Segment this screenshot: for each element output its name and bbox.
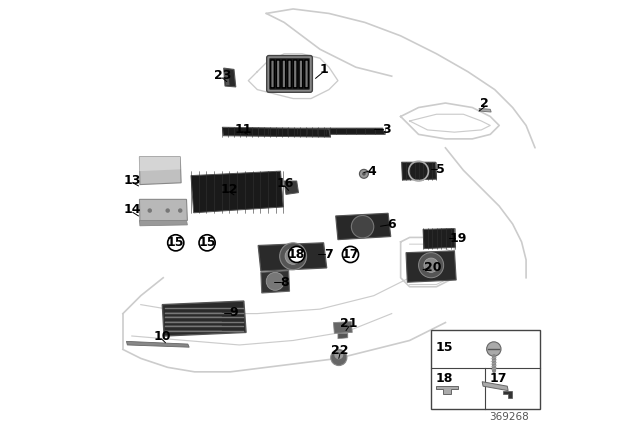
Text: 1: 1 <box>319 63 328 76</box>
Polygon shape <box>333 322 352 333</box>
Circle shape <box>360 169 369 178</box>
Text: 3: 3 <box>382 122 390 136</box>
Text: 10: 10 <box>154 330 171 344</box>
Text: 17: 17 <box>490 372 508 385</box>
Polygon shape <box>248 128 385 134</box>
FancyBboxPatch shape <box>269 58 310 90</box>
Text: 23: 23 <box>214 69 231 82</box>
Polygon shape <box>224 68 236 87</box>
Polygon shape <box>336 213 391 240</box>
Polygon shape <box>225 69 230 85</box>
Text: 19: 19 <box>449 232 467 245</box>
Text: 12: 12 <box>221 182 238 196</box>
Circle shape <box>168 235 184 251</box>
Polygon shape <box>338 333 348 339</box>
Polygon shape <box>423 228 455 249</box>
Circle shape <box>165 208 170 213</box>
Circle shape <box>351 215 374 238</box>
Text: 11: 11 <box>234 122 252 136</box>
Text: 17: 17 <box>342 248 359 261</box>
FancyBboxPatch shape <box>293 60 297 88</box>
Polygon shape <box>479 108 491 112</box>
Circle shape <box>280 243 307 270</box>
Text: 16: 16 <box>276 177 294 190</box>
Text: 4: 4 <box>367 164 376 178</box>
Polygon shape <box>482 382 508 391</box>
Text: 8: 8 <box>280 276 289 289</box>
FancyBboxPatch shape <box>299 60 303 88</box>
Text: 18: 18 <box>288 248 305 261</box>
Circle shape <box>285 248 301 264</box>
Text: 15: 15 <box>436 341 453 354</box>
Text: 9: 9 <box>230 306 238 319</box>
Circle shape <box>199 235 215 251</box>
Circle shape <box>334 350 343 359</box>
FancyBboxPatch shape <box>267 56 312 92</box>
Text: 15: 15 <box>167 236 184 250</box>
Polygon shape <box>191 171 284 213</box>
Polygon shape <box>140 220 188 226</box>
Polygon shape <box>284 181 298 194</box>
Polygon shape <box>222 127 330 137</box>
FancyBboxPatch shape <box>431 330 540 409</box>
Polygon shape <box>127 341 189 347</box>
Polygon shape <box>140 157 181 185</box>
FancyBboxPatch shape <box>282 60 285 88</box>
Polygon shape <box>401 162 436 180</box>
Text: 13: 13 <box>124 173 141 187</box>
Text: 20: 20 <box>424 261 442 275</box>
Text: 7: 7 <box>324 248 332 261</box>
Polygon shape <box>261 271 289 293</box>
Polygon shape <box>258 243 327 271</box>
Circle shape <box>424 258 438 272</box>
FancyBboxPatch shape <box>276 60 280 88</box>
Polygon shape <box>140 157 180 171</box>
Circle shape <box>178 208 182 213</box>
FancyBboxPatch shape <box>288 60 291 88</box>
Text: 14: 14 <box>124 203 141 216</box>
Polygon shape <box>140 199 188 222</box>
Circle shape <box>289 246 305 263</box>
Text: 18: 18 <box>436 372 453 385</box>
FancyBboxPatch shape <box>271 60 275 88</box>
Text: 6: 6 <box>387 218 396 232</box>
Polygon shape <box>406 251 456 282</box>
Polygon shape <box>436 386 458 394</box>
Circle shape <box>266 272 284 290</box>
Text: 369268: 369268 <box>490 412 529 422</box>
Text: 22: 22 <box>332 344 349 357</box>
Text: 2: 2 <box>481 97 489 111</box>
Circle shape <box>148 208 152 213</box>
Circle shape <box>419 253 444 278</box>
Circle shape <box>331 349 347 366</box>
Polygon shape <box>163 301 246 336</box>
Circle shape <box>342 246 358 263</box>
Text: 15: 15 <box>198 236 216 250</box>
Text: 5: 5 <box>436 163 444 176</box>
Polygon shape <box>503 391 512 398</box>
Circle shape <box>362 172 365 176</box>
Circle shape <box>486 342 501 356</box>
Text: 21: 21 <box>340 317 358 330</box>
FancyBboxPatch shape <box>305 60 308 88</box>
